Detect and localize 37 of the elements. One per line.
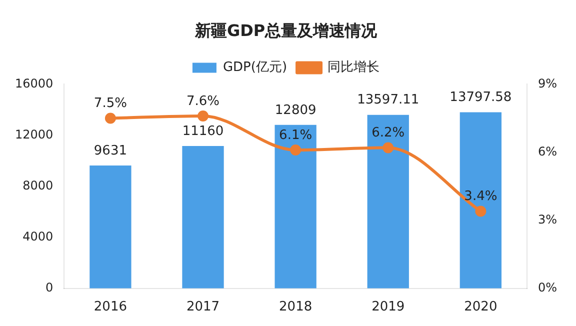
point — [290, 144, 302, 156]
y-tick-label: 16000 — [14, 76, 54, 90]
chart-title: 新疆GDP总量及增速情况 — [194, 20, 378, 40]
data-label: 12809 — [274, 102, 316, 118]
legend-label: 同比增长 — [328, 60, 380, 76]
y2-tick-label: 3% — [538, 212, 558, 226]
bar — [460, 112, 502, 288]
point — [198, 110, 209, 122]
x-tick-label: 2019 — [372, 300, 405, 315]
data-label: 11160 — [182, 124, 224, 139]
y-tick-label: 12000 — [14, 127, 54, 142]
data-label: 13797.58 — [450, 90, 512, 106]
point — [382, 142, 394, 154]
y2-tick-label: 6% — [538, 144, 558, 158]
data-label: 13597.11 — [357, 92, 420, 108]
legend-label: GDP(亿元) — [222, 60, 288, 76]
x-tick-label: 2018 — [279, 300, 312, 315]
x-tick-label: 2017 — [186, 300, 220, 315]
data-label: 7.5% — [94, 96, 127, 112]
data-label: 7.6% — [186, 94, 220, 109]
x-tick-label: 2016 — [94, 300, 127, 315]
y2-tick-label: 0% — [538, 280, 558, 295]
data-label: 9631 — [94, 143, 127, 158]
data-label: 6.2% — [372, 126, 405, 141]
bar — [90, 165, 132, 288]
bar — [274, 124, 316, 288]
data-label: 3.4% — [464, 189, 498, 204]
data-label: 6.1% — [279, 128, 312, 143]
bar — [182, 146, 224, 288]
x-tick-label: 2020 — [464, 300, 498, 315]
y-tick-label: 4000 — [22, 229, 54, 244]
y-tick-label: 0 — [46, 280, 54, 295]
bar — [367, 114, 409, 288]
point — [104, 112, 116, 124]
y-tick-label: 8000 — [22, 178, 54, 192]
y2-tick-label: 9% — [538, 76, 558, 90]
point — [475, 206, 486, 217]
